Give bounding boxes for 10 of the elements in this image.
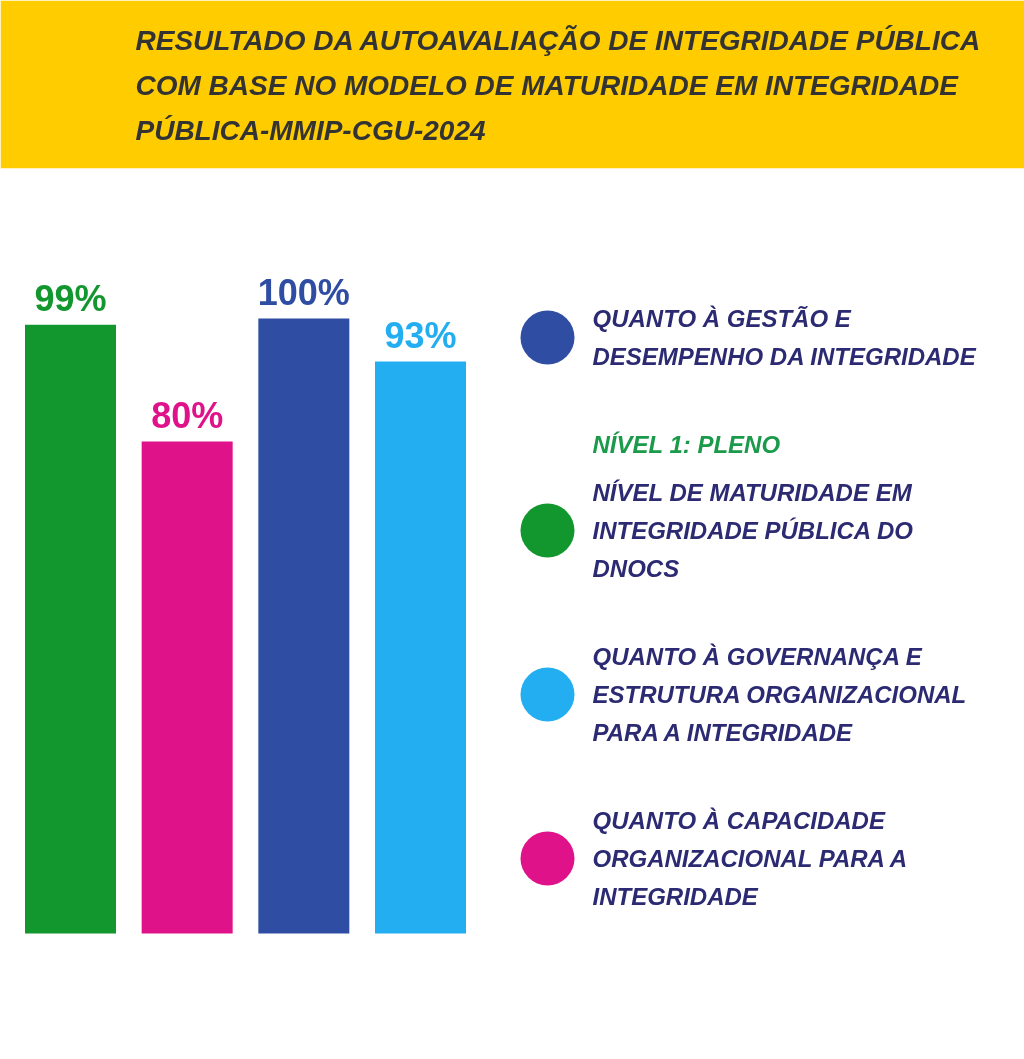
data-label: 80%: [151, 394, 224, 436]
data-label: 93%: [384, 314, 457, 356]
legend-label: NÍVEL DE MATURIDADE EM INTEGRIDADE PÚBLICA DO DNOCS: [592, 479, 914, 582]
legend-label: QUANTO À GOVERNANÇA E ESTRUTURA ORGANIZACIONAL PARA A INTEGRIDADE: [592, 643, 967, 746]
data-label: 99%: [34, 277, 107, 319]
legend-label: QUANTO À CAPACIDADE ORGANIZACIONAL PARA A INTEGRIDADE: [592, 807, 908, 910]
legend-label: QUANTO À GESTÃO E DESEMPENHO DA INTEGRIDADE: [592, 305, 977, 370]
data-label: 100%: [257, 271, 350, 313]
text: RESULTADO DA AUTOAVALIAÇÃO DE INTEGRIDADE PÚBLICA COM BASE NO MODELO DE MATURIDADE EM INTEGRIDADE PÚBLICA-MMIP-CGU-2024: [135, 25, 981, 146]
text: NÍVEL 1: PLENO: [592, 431, 781, 458]
